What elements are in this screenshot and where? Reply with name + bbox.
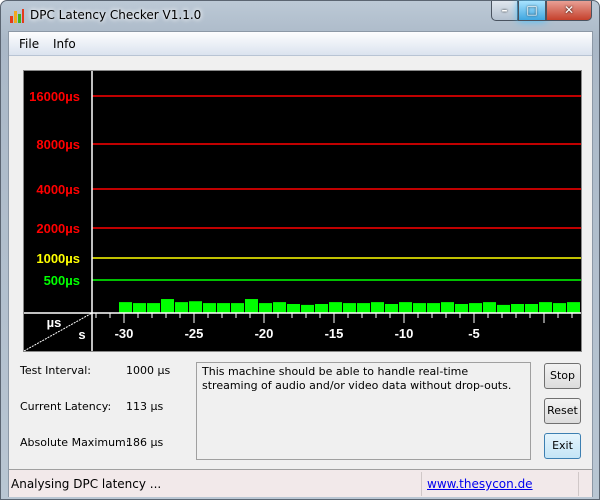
- menu-file[interactable]: File: [19, 37, 40, 51]
- menu-bar: File Info: [9, 32, 592, 56]
- latency-bar: [175, 302, 188, 313]
- latency-bar: [371, 302, 384, 313]
- test-interval-value: 1000 µs: [126, 364, 171, 377]
- latency-bar: [119, 302, 132, 313]
- x-tick-label: -30: [115, 326, 134, 341]
- latency-bar: [245, 299, 258, 313]
- current-latency-label: Current Latency:: [20, 400, 112, 413]
- latency-bar: [217, 303, 230, 313]
- result-message: This machine should be able to handle re…: [196, 362, 531, 460]
- latency-bar: [469, 303, 482, 313]
- status-divider: [421, 472, 422, 496]
- x-tick-label: -5: [468, 326, 480, 341]
- current-latency-value: 113 µs: [126, 400, 164, 413]
- x-tick-label: -15: [325, 326, 344, 341]
- latency-bar: [399, 302, 412, 313]
- maximize-button[interactable]: □: [518, 1, 546, 21]
- stop-button[interactable]: Stop: [544, 363, 581, 389]
- minimize-button[interactable]: –: [491, 1, 518, 21]
- latency-bar: [203, 303, 216, 313]
- latency-bar: [161, 299, 174, 313]
- x-tick-label: -10: [395, 326, 414, 341]
- x-tick-label: -20: [255, 326, 274, 341]
- latency-bar: [567, 302, 580, 313]
- latency-bar: [329, 302, 342, 313]
- minimize-icon: –: [501, 3, 508, 17]
- client-area: File Info 16000µs 8000µs 4000µs 2000µs 1000µ…: [8, 31, 593, 497]
- latency-bar: [455, 304, 468, 313]
- website-link[interactable]: www.thesycon.de: [427, 477, 533, 491]
- latency-bar: [497, 304, 510, 313]
- y-tick-label: 2000µs: [36, 221, 80, 236]
- title-bar[interactable]: DPC Latency Checker V1.1.0 – □ ✕: [1, 1, 599, 31]
- latency-bar: [441, 302, 454, 313]
- latency-bar: [413, 303, 426, 313]
- latency-bar: [483, 302, 496, 313]
- latency-bar: [427, 303, 440, 313]
- latency-bar: [553, 303, 566, 313]
- status-divider: [578, 472, 579, 496]
- latency-bar: [231, 303, 244, 313]
- status-bar: Analysing DPC latency ... www.thesycon.d…: [9, 469, 592, 497]
- latency-chart: 16000µs 8000µs 4000µs 2000µs 1000µs 500µs -30 -…: [23, 70, 582, 352]
- absolute-maximum-label: Absolute Maximum:: [20, 436, 130, 449]
- y-axis-unit: µs: [47, 315, 62, 330]
- latency-bar: [511, 304, 524, 313]
- latency-bar: [539, 302, 552, 313]
- exit-button[interactable]: Exit: [544, 433, 581, 459]
- y-tick-label: 1000µs: [36, 251, 80, 266]
- close-icon: ✕: [563, 3, 575, 17]
- latency-bar: [287, 304, 300, 313]
- close-button[interactable]: ✕: [546, 1, 592, 21]
- latency-bar: [343, 303, 356, 313]
- latency-bar: [385, 304, 398, 313]
- latency-bar: [189, 301, 202, 313]
- latency-bar: [147, 303, 160, 313]
- latency-bar: [357, 303, 370, 313]
- test-interval-label: Test Interval:: [20, 364, 91, 377]
- latency-bar: [133, 303, 146, 313]
- latency-bar: [259, 303, 272, 313]
- x-axis-unit: s: [78, 327, 85, 342]
- latency-bar: [525, 304, 538, 313]
- y-tick-label: 4000µs: [36, 182, 80, 197]
- menu-info[interactable]: Info: [53, 37, 76, 51]
- window-title: DPC Latency Checker V1.1.0: [30, 8, 202, 22]
- x-tick-label: -25: [185, 326, 204, 341]
- y-tick-label: 16000µs: [29, 89, 80, 104]
- latency-bar: [315, 304, 328, 313]
- absolute-maximum-value: 186 µs: [126, 436, 164, 449]
- y-tick-label: 500µs: [44, 273, 80, 288]
- latency-bar: [273, 302, 286, 313]
- axis-corner-diagonal: [24, 312, 93, 351]
- chart-canvas: 16000µs 8000µs 4000µs 2000µs 1000µs 500µs -30 -…: [24, 71, 581, 351]
- maximize-icon: □: [526, 3, 538, 17]
- latency-bar: [301, 304, 314, 313]
- bar-chart-icon: [10, 9, 24, 23]
- y-tick-label: 8000µs: [36, 137, 80, 152]
- reset-button[interactable]: Reset: [544, 398, 581, 424]
- status-text: Analysing DPC latency ...: [11, 477, 162, 491]
